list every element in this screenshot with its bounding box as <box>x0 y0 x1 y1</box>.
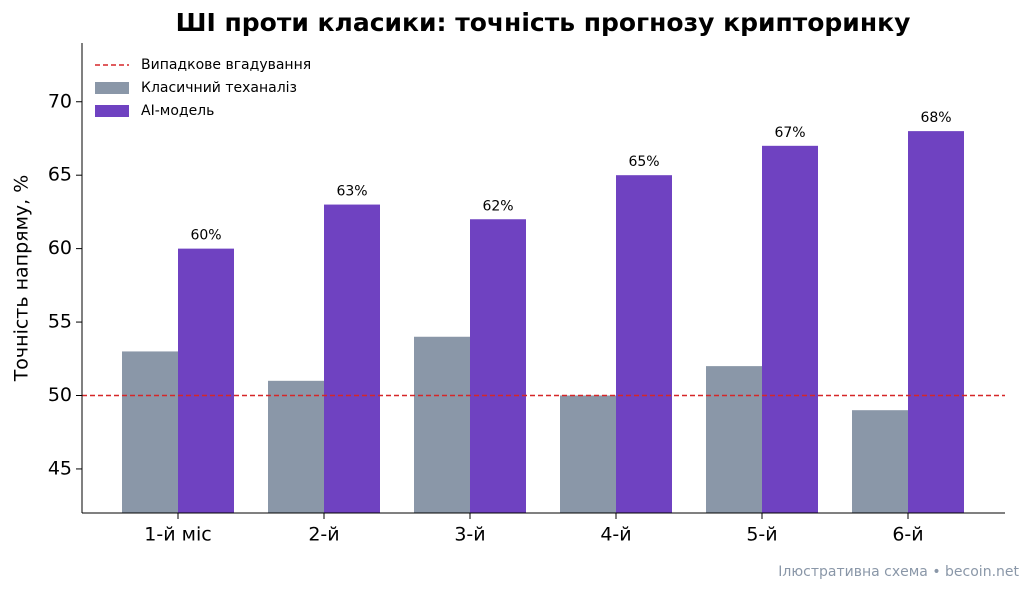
x-tick-label: 3-й <box>454 524 485 546</box>
x-tick-label: 6-й <box>892 524 923 546</box>
bar <box>178 248 234 513</box>
legend-label: AI-модель <box>141 103 214 119</box>
footnote: Ілюстративна схема • becoin.net <box>778 564 1019 580</box>
legend-swatch <box>95 105 129 117</box>
bar <box>706 366 762 513</box>
value-label: 63% <box>336 184 367 200</box>
bar <box>560 395 616 513</box>
y-tick-label: 65 <box>48 164 72 186</box>
value-label: 65% <box>628 154 659 170</box>
value-label: 60% <box>190 228 221 244</box>
bar <box>268 380 324 513</box>
y-tick-label: 50 <box>48 384 72 406</box>
x-tick-label: 4-й <box>600 524 631 546</box>
y-tick-label: 55 <box>48 311 72 333</box>
value-label: 62% <box>482 198 513 214</box>
bar <box>762 145 818 513</box>
x-tick-label: 5-й <box>746 524 777 546</box>
legend-label: Випадкове вгадування <box>141 57 311 73</box>
y-tick-label: 45 <box>48 457 72 479</box>
bar <box>470 219 526 513</box>
bar <box>324 204 380 513</box>
y-tick-label: 70 <box>48 90 72 112</box>
bar <box>852 410 908 513</box>
bar <box>414 336 470 513</box>
bar <box>908 131 964 513</box>
value-label: 67% <box>774 125 805 141</box>
legend-label: Класичний теханаліз <box>141 80 297 96</box>
y-tick-label: 60 <box>48 237 72 259</box>
chart-title: ШІ проти класики: точність прогнозу крип… <box>176 8 911 37</box>
y-axis-label: Точність напряму, % <box>11 175 33 383</box>
value-label: 68% <box>920 110 951 126</box>
bar <box>616 175 672 513</box>
bar <box>122 351 178 513</box>
x-tick-label: 2-й <box>308 524 339 546</box>
legend-swatch <box>95 82 129 94</box>
x-tick-label: 1-й міс <box>144 524 211 546</box>
